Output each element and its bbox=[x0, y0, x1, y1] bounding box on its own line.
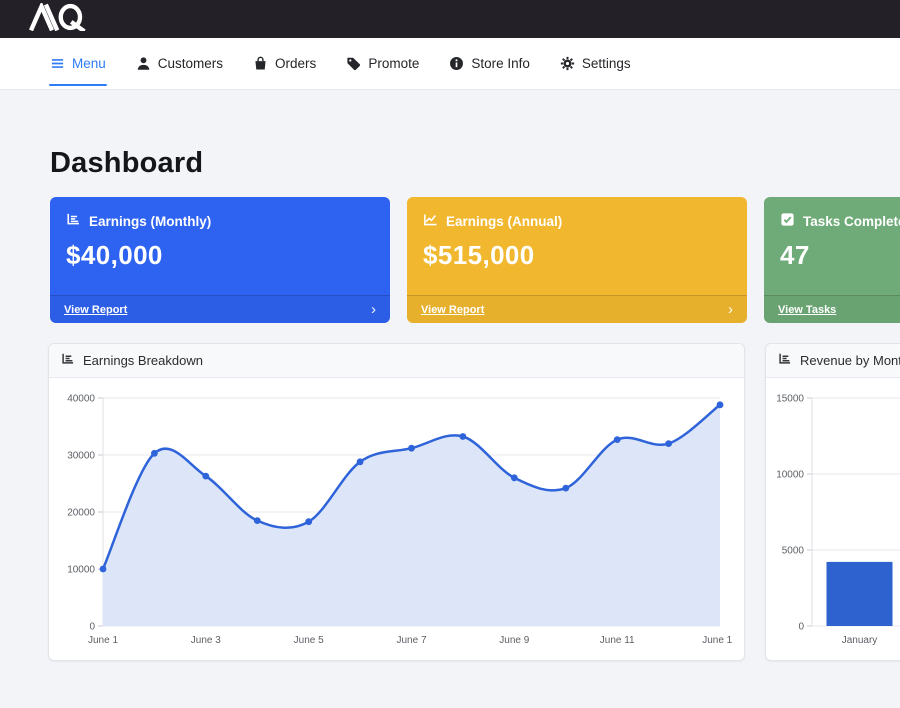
card-tasks-completed: Tasks Completed 47 View Tasks bbox=[764, 197, 900, 323]
tag-icon bbox=[346, 56, 361, 71]
card-title: Earnings (Annual) bbox=[446, 213, 563, 229]
nav-item-store-info[interactable]: Store Info bbox=[449, 38, 530, 89]
stat-cards-row: Earnings (Monthly) $40,000 View Report ›… bbox=[50, 197, 900, 323]
revenue-bar-chart: 0 5000 10000 15000 January bbox=[776, 394, 900, 646]
card-header: Earnings (Annual) bbox=[407, 197, 747, 230]
nav-item-menu[interactable]: Menu bbox=[49, 38, 107, 89]
card-title: Tasks Completed bbox=[803, 213, 900, 229]
card-value: 47 bbox=[780, 240, 810, 270]
svg-text:10000: 10000 bbox=[67, 565, 95, 576]
svg-text:June 5: June 5 bbox=[294, 635, 324, 646]
nav-item-promote[interactable]: Promote bbox=[346, 38, 419, 89]
nav-item-settings[interactable]: Settings bbox=[560, 38, 631, 89]
svg-text:0: 0 bbox=[89, 622, 95, 633]
svg-text:40000: 40000 bbox=[67, 394, 95, 405]
card-title: Earnings (Monthly) bbox=[89, 213, 212, 229]
bar-chart-icon bbox=[61, 352, 75, 369]
active-tab-underline bbox=[49, 84, 107, 86]
bag-icon bbox=[253, 56, 268, 71]
check-square-icon bbox=[780, 212, 795, 230]
panel-header: Earnings Breakdown bbox=[49, 344, 744, 378]
svg-text:20000: 20000 bbox=[67, 508, 95, 519]
svg-text:June 7: June 7 bbox=[396, 635, 426, 646]
svg-text:30000: 30000 bbox=[67, 451, 95, 462]
svg-text:10000: 10000 bbox=[776, 470, 804, 481]
svg-text:June 13: June 13 bbox=[702, 635, 732, 646]
menu-icon bbox=[50, 56, 65, 71]
nav-item-label: Promote bbox=[368, 56, 420, 71]
bar-chart-icon bbox=[778, 352, 792, 369]
top-app-bar bbox=[0, 0, 900, 38]
view-report-link[interactable]: View Report bbox=[421, 303, 485, 316]
line-chart-icon bbox=[423, 212, 438, 230]
nav-item-label: Settings bbox=[581, 56, 631, 71]
nav-item-orders[interactable]: Orders bbox=[253, 38, 316, 89]
gear-icon bbox=[560, 56, 575, 71]
svg-text:June 3: June 3 bbox=[191, 635, 221, 646]
svg-text:June 1: June 1 bbox=[88, 635, 118, 646]
info-icon bbox=[449, 56, 464, 71]
nav-item-customers[interactable]: Customers bbox=[136, 38, 223, 89]
card-earnings-annual: Earnings (Annual) $515,000 View Report › bbox=[407, 197, 747, 323]
svg-text:5000: 5000 bbox=[782, 546, 805, 557]
card-header: Tasks Completed bbox=[764, 197, 900, 230]
panel-title: Earnings Breakdown bbox=[83, 353, 203, 368]
svg-text:0: 0 bbox=[798, 622, 804, 633]
chevron-right-icon: › bbox=[371, 301, 376, 318]
card-header: Earnings (Monthly) bbox=[50, 197, 390, 230]
revenue-by-month-panel: Revenue by Month 0 5000 10000 15000 January bbox=[765, 343, 900, 661]
svg-text:January: January bbox=[842, 635, 878, 646]
svg-text:15000: 15000 bbox=[776, 394, 804, 405]
card-footer: View Report › bbox=[407, 295, 747, 323]
chevron-right-icon: › bbox=[728, 301, 733, 318]
chart-panels-row: Earnings Breakdown 0 10000 20000 30000 40000… bbox=[48, 343, 900, 661]
panel-title: Revenue by Month bbox=[800, 353, 900, 368]
dashboard-page: Dashboard Earnings (Monthly) $40,000 Vie… bbox=[0, 147, 900, 661]
aq-logo-icon bbox=[28, 0, 90, 36]
card-footer: View Tasks bbox=[764, 295, 900, 323]
user-icon bbox=[136, 56, 151, 71]
view-tasks-link[interactable]: View Tasks bbox=[778, 303, 837, 316]
bar-chart-area: 0 5000 10000 15000 January bbox=[766, 378, 900, 667]
nav-item-label: Menu bbox=[72, 56, 106, 71]
nav-item-label: Customers bbox=[157, 56, 224, 71]
card-footer: View Report › bbox=[50, 295, 390, 323]
view-report-link[interactable]: View Report bbox=[64, 303, 128, 316]
card-value: $40,000 bbox=[66, 240, 163, 270]
line-chart-area: 0 10000 20000 30000 40000 June 1 June 3 June 5 J… bbox=[49, 378, 744, 667]
earnings-line-chart: 0 10000 20000 30000 40000 June 1 June 3 June 5 J… bbox=[67, 394, 738, 647]
panel-header: Revenue by Month bbox=[766, 344, 900, 378]
card-value: $515,000 bbox=[423, 240, 535, 270]
card-earnings-monthly: Earnings (Monthly) $40,000 View Report › bbox=[50, 197, 390, 323]
svg-text:June 9: June 9 bbox=[499, 635, 529, 646]
earnings-breakdown-panel: Earnings Breakdown 0 10000 20000 30000 40000… bbox=[48, 343, 745, 661]
bar-chart-icon bbox=[66, 212, 81, 230]
page-title: Dashboard bbox=[50, 147, 204, 179]
svg-text:June 11: June 11 bbox=[600, 635, 635, 646]
nav-item-label: Orders bbox=[275, 56, 317, 71]
main-navigation: Menu Customers Orders Promote Store Info bbox=[0, 38, 900, 90]
nav-item-label: Store Info bbox=[471, 56, 530, 71]
